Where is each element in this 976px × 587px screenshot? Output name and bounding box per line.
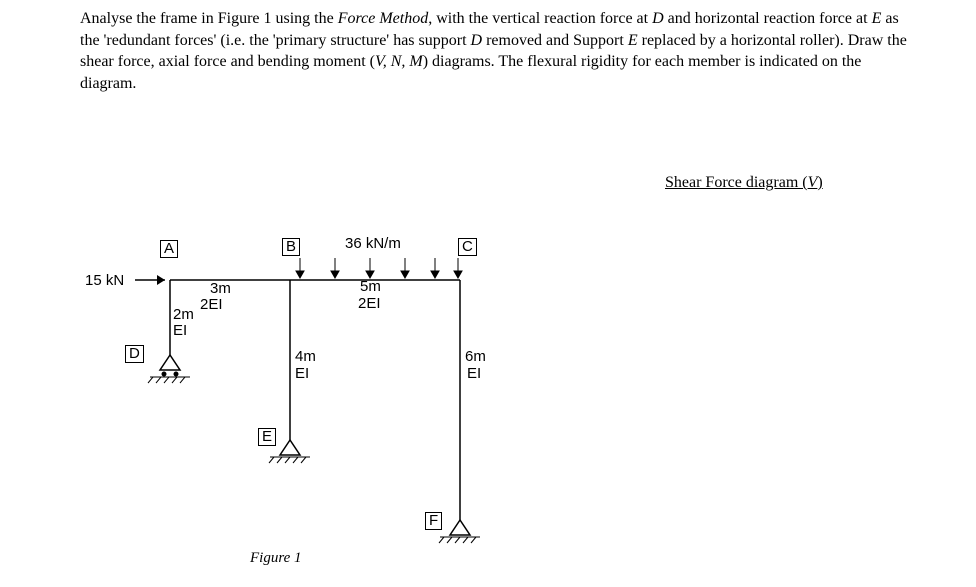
label-be-len: 4m — [295, 348, 316, 365]
node-e: E — [258, 428, 276, 446]
label-ad-len: 2m — [173, 306, 194, 323]
support-pin-f — [439, 520, 480, 543]
txt: D — [471, 32, 483, 49]
label-bc-ei: 2EI — [358, 295, 381, 312]
node-b: B — [282, 238, 300, 256]
label-ab-len: 3m — [210, 280, 231, 297]
txt: , with the vertical reaction force at — [428, 10, 652, 27]
label-ad-ei: EI — [173, 322, 187, 339]
label-bc-len: 5m — [360, 278, 381, 295]
node-c: C — [458, 238, 477, 256]
node-d: D — [125, 345, 144, 363]
txt: D — [652, 10, 664, 27]
txt: Shear Force diagram ( — [665, 174, 808, 191]
frame-diagram — [60, 230, 540, 570]
txt: E — [872, 10, 882, 27]
txt: V — [808, 174, 818, 191]
section-title: Shear Force diagram (V) — [665, 174, 823, 192]
txt: E — [628, 32, 638, 49]
txt: Analyse the frame in Figure 1 using the — [80, 10, 338, 27]
node-a: A — [160, 240, 178, 258]
label-be-ei: EI — [295, 365, 309, 382]
figure-caption: Figure 1 — [250, 550, 302, 567]
problem-statement: Analyse the frame in Figure 1 using the … — [80, 8, 910, 94]
txt: ) — [817, 174, 822, 191]
txt: V, N, M — [375, 53, 423, 70]
label-ab-ei: 2EI — [200, 296, 223, 313]
txt: Force Method — [338, 10, 428, 27]
label-cf-len: 6m — [465, 348, 486, 365]
txt: removed and Support — [482, 32, 628, 49]
label-36knm: 36 kN/m — [345, 235, 401, 252]
node-f: F — [425, 512, 442, 530]
label-cf-ei: EI — [467, 365, 481, 382]
label-15kn: 15 kN — [85, 272, 124, 289]
support-pin-d — [148, 355, 190, 383]
figure-1: A B C D E F 15 kN 36 kN/m 3m 2EI 2m EI 5… — [60, 230, 540, 570]
txt: and horizontal reaction force at — [664, 10, 872, 27]
